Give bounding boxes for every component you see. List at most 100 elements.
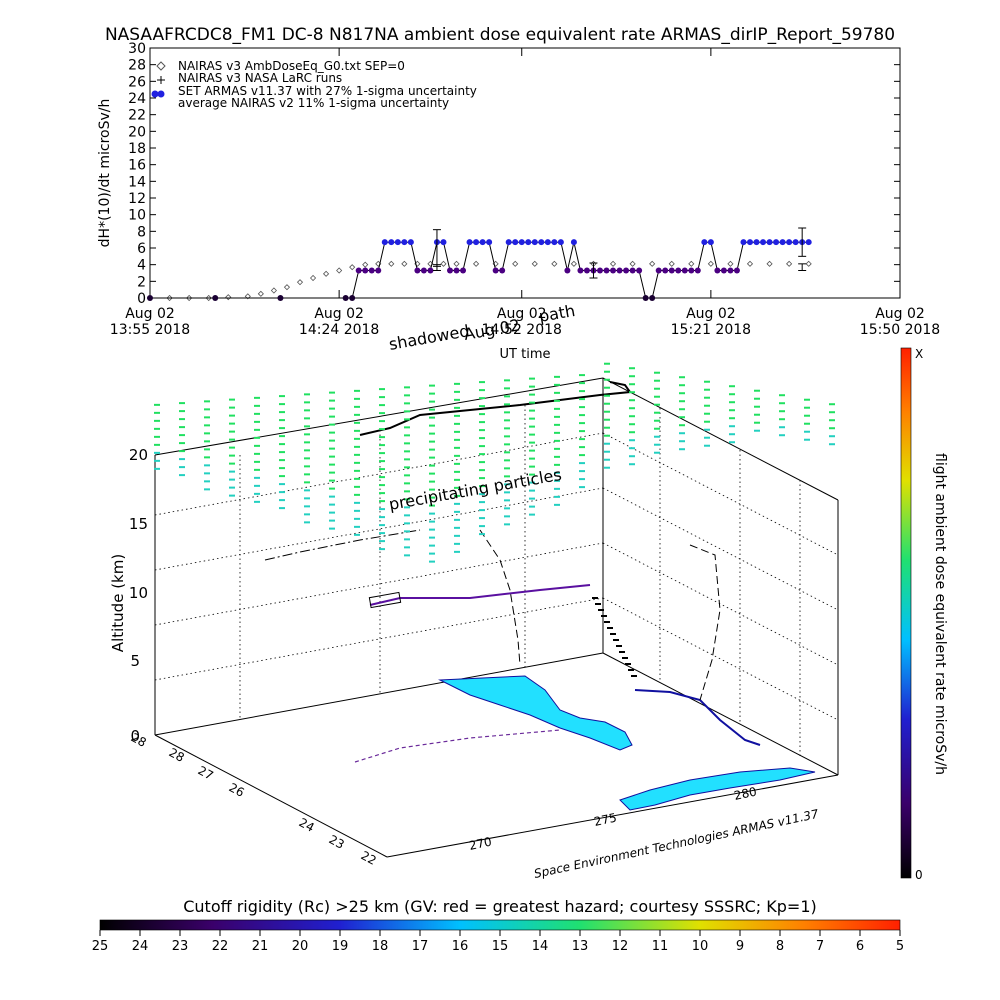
legend-item-nairas-larc: NAIRAS v3 NASA LaRC runs xyxy=(157,71,342,85)
rigidity-tick-label: 18 xyxy=(372,939,389,954)
annotation-precipitating: precipitating particles xyxy=(387,465,563,514)
descent-markers xyxy=(592,597,637,677)
x-tick-label: 14:52 2018 xyxy=(482,322,562,338)
armas-point xyxy=(597,267,603,274)
florida-landmass xyxy=(438,675,633,751)
nairas-v3-point xyxy=(309,274,317,282)
legend: NAIRAS v3 AmbDoseEq_G0.txt SEP=0 NAIRAS … xyxy=(151,59,477,110)
dose-colorbar: X 0 flight ambient dose equivalent rate … xyxy=(900,347,948,882)
legend-label: SET ARMAS v11.37 with 27% 1-sigma uncert… xyxy=(178,84,477,98)
armas-point xyxy=(564,267,571,274)
annotation-path: path xyxy=(537,301,576,326)
nairas-v3-point xyxy=(766,260,773,267)
armas-point xyxy=(460,267,467,274)
armas-point xyxy=(760,239,767,246)
figure-title: NASAAFRCDC8_FM1 DC-8 N817NA ambient dose… xyxy=(105,25,895,45)
projected-flight-path xyxy=(369,584,591,606)
annotation-date: Aug 02 xyxy=(462,315,521,344)
descent-profile xyxy=(689,544,721,701)
nairas-v3-point xyxy=(362,261,369,268)
y-tick-label: 30 xyxy=(128,41,146,57)
nairas-v3-point xyxy=(649,260,656,267)
armas-point xyxy=(616,267,623,274)
y-tick-label: 18 xyxy=(128,141,146,157)
dose-colorbar-top-label: X xyxy=(915,347,923,361)
nairas-v3-point xyxy=(296,279,304,286)
svg-text:22: 22 xyxy=(359,848,379,868)
armas-point xyxy=(407,239,414,246)
plus-marker-icon xyxy=(157,76,165,84)
y-tick-label: 22 xyxy=(128,108,146,124)
nairas-v3-point xyxy=(629,260,636,267)
nairas-v3-point xyxy=(257,290,264,297)
svg-text:10: 10 xyxy=(129,584,148,602)
nairas-v3-point xyxy=(440,260,447,267)
armas-point xyxy=(212,295,219,301)
armas-point xyxy=(681,267,688,274)
armas-point xyxy=(349,295,356,301)
legend-label: NAIRAS v3 AmbDoseEq_G0.txt SEP=0 xyxy=(178,59,405,73)
armas-point xyxy=(649,295,656,301)
diamond-marker-icon xyxy=(156,61,166,71)
armas-point xyxy=(805,239,812,246)
svg-text:26: 26 xyxy=(227,780,247,800)
armas-point xyxy=(414,267,421,274)
y-tick-label: 24 xyxy=(128,91,146,107)
armas-point xyxy=(707,239,714,246)
armas-point xyxy=(603,267,610,274)
annotation-shadowed: shadowed xyxy=(387,321,470,354)
y-tick-label: 12 xyxy=(128,191,146,207)
nairas-v3-point xyxy=(551,260,558,267)
nairas-v3-point xyxy=(401,260,408,267)
armas-point xyxy=(531,239,538,246)
rigidity-tick-label: 17 xyxy=(412,939,429,954)
y-tick-label: 8 xyxy=(137,224,146,240)
armas-point xyxy=(362,267,369,274)
armas-point xyxy=(773,239,780,246)
plot-series xyxy=(146,227,812,302)
nairas-v3-point xyxy=(349,264,356,271)
armas-point xyxy=(668,267,675,274)
nairas-v3-point xyxy=(531,260,538,267)
nairas-v3-point xyxy=(590,260,597,267)
rigidity-colorbar-title: Cutoff rigidity (Rc) >25 km (GV: red = g… xyxy=(183,897,817,916)
x-tick-label: Aug 02 xyxy=(314,306,364,322)
rigidity-tick-label: 19 xyxy=(332,939,349,954)
armas-point xyxy=(766,239,773,246)
armas-point xyxy=(694,267,701,274)
x-tick-label: 15:21 2018 xyxy=(671,322,751,338)
armas-point xyxy=(538,239,545,246)
armas-point xyxy=(720,267,727,274)
svg-text:23: 23 xyxy=(327,832,347,852)
ground-track xyxy=(354,729,561,763)
dose-colorbar-gradient xyxy=(900,347,912,879)
nairas-v3-point xyxy=(512,260,519,267)
y-tick-label: 26 xyxy=(128,74,146,90)
armas-point xyxy=(447,267,453,274)
svg-text:270: 270 xyxy=(468,834,493,852)
armas-point xyxy=(388,239,395,246)
rigidity-tick-label: 15 xyxy=(492,939,509,954)
dot-marker-icon xyxy=(157,90,165,98)
altitude-ticks: 0 5 10 15 20 xyxy=(129,446,148,745)
nairas-v3-point xyxy=(688,260,695,267)
armas-point xyxy=(551,239,558,246)
nairas-v3-point xyxy=(668,260,675,267)
armas-point xyxy=(394,239,401,246)
rigidity-tick-label: 25 xyxy=(92,939,109,954)
nairas-v3-point xyxy=(746,260,754,267)
latitude-ticks: 28 28 27 26 24 23 22 xyxy=(129,730,379,868)
dose-colorbar-bottom-label: 0 xyxy=(915,868,923,882)
nairas-v3-point xyxy=(473,260,480,267)
x-axis-label: UT time xyxy=(500,347,551,362)
y-tick-label: 0 xyxy=(137,291,146,307)
armas-point xyxy=(610,267,617,274)
svg-text:28: 28 xyxy=(167,745,187,765)
x-tick-label: Aug 02 xyxy=(875,306,925,322)
armas-point xyxy=(473,239,480,246)
armas-point xyxy=(499,267,506,274)
rigidity-tick-label: 22 xyxy=(212,939,229,954)
armas-point xyxy=(747,239,753,246)
armas-point xyxy=(401,239,408,246)
